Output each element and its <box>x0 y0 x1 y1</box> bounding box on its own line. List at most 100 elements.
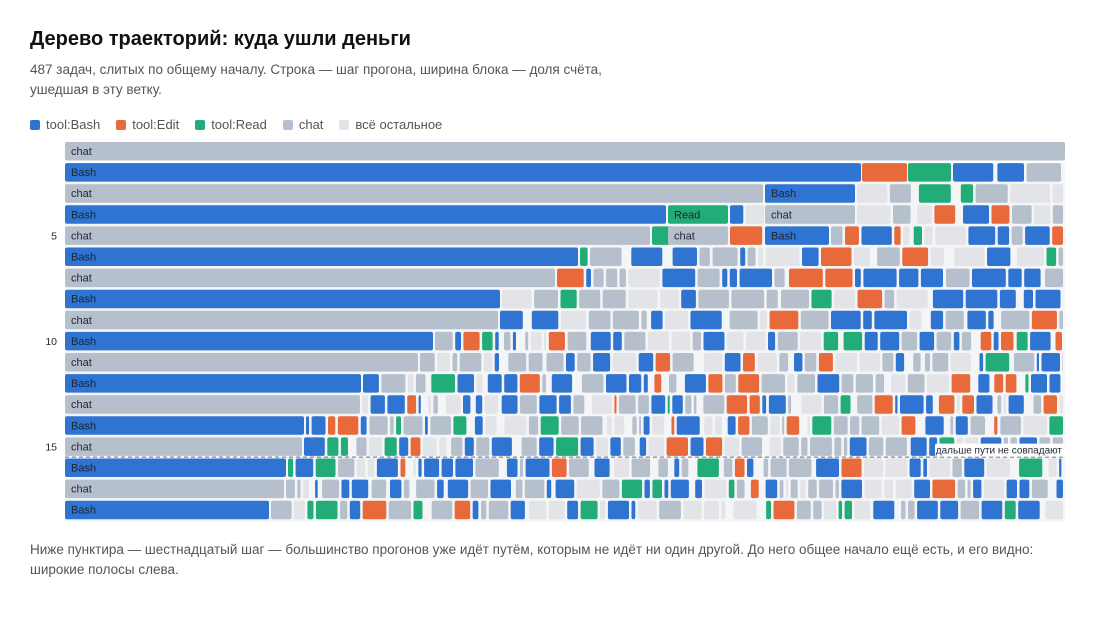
branch-node-edit <box>862 163 907 182</box>
branch-block <box>929 458 950 477</box>
branch-block <box>672 353 694 372</box>
branch-block <box>999 289 1016 309</box>
branch-block <box>602 289 626 309</box>
branch-label-chat: chat <box>771 209 792 221</box>
branch-block <box>1016 247 1044 266</box>
branch-block <box>750 479 759 499</box>
branch-block <box>885 458 908 477</box>
branch-block <box>580 500 598 520</box>
branch-block <box>452 353 458 372</box>
branch-block <box>610 437 621 456</box>
branch-block <box>843 437 848 456</box>
branch-block <box>1016 331 1028 351</box>
branch-block <box>997 395 1002 414</box>
branch-label-chat: chat <box>674 230 695 242</box>
branch-block <box>893 205 911 224</box>
branch-block <box>671 416 675 435</box>
branch-block <box>455 458 473 477</box>
branch-block <box>769 310 799 330</box>
branch-block <box>295 458 314 477</box>
branch-block <box>580 437 594 456</box>
branch-block <box>945 310 964 330</box>
branch-block <box>954 247 985 266</box>
branch-block <box>481 500 487 520</box>
branch-block <box>388 500 411 520</box>
branch-block <box>864 458 884 477</box>
branch-block <box>1059 310 1063 330</box>
branch-block <box>351 479 369 499</box>
branch-block <box>413 458 416 477</box>
branch-block <box>704 416 713 435</box>
branch-block <box>813 500 822 520</box>
path-node-bash <box>65 458 286 477</box>
branch-block <box>722 268 728 288</box>
branch-block <box>676 416 700 435</box>
branch-block <box>801 437 808 456</box>
branch-block <box>953 163 994 182</box>
branch-block <box>384 437 397 456</box>
branch-block <box>759 310 767 330</box>
branch-block <box>416 479 435 499</box>
branch-block <box>369 416 388 435</box>
branch-block <box>994 374 1004 393</box>
branch-block <box>896 289 928 309</box>
branch-block <box>1045 268 1063 288</box>
branch-block <box>631 500 636 520</box>
branch-block <box>724 374 736 393</box>
branch-block <box>841 374 854 393</box>
branch-block <box>1031 479 1048 499</box>
branch-block <box>1049 416 1063 435</box>
branch-block <box>349 500 361 520</box>
branch-block <box>873 500 895 520</box>
branch-block <box>674 458 680 477</box>
path-node-label: Bash <box>71 336 96 348</box>
branch-block <box>808 479 817 499</box>
branch-block <box>638 353 654 372</box>
branch-block <box>882 353 894 372</box>
branch-block <box>322 479 339 499</box>
branch-block <box>548 500 565 520</box>
branch-block <box>857 205 891 224</box>
branch-block <box>664 479 669 499</box>
branch-block <box>765 479 778 499</box>
path-node-bash <box>65 500 269 520</box>
branch-block <box>1006 479 1017 499</box>
legend-label-other: всё остальное <box>355 117 443 132</box>
branch-block <box>801 395 822 414</box>
branch-block <box>520 458 523 477</box>
branch-block <box>593 268 604 288</box>
branch-block <box>844 500 852 520</box>
branch-block <box>424 458 440 477</box>
path-node-label: Bash <box>71 209 96 221</box>
branch-block <box>631 458 651 477</box>
branch-block <box>340 500 348 520</box>
branch-block <box>811 289 832 309</box>
branch-block <box>967 310 986 330</box>
branch-block <box>508 353 527 372</box>
branch-block <box>986 458 1011 477</box>
branch-block <box>407 374 414 393</box>
branch-block <box>539 437 554 456</box>
branch-node-read <box>668 205 728 224</box>
branch-block <box>623 437 635 456</box>
branch-block <box>593 353 611 372</box>
branch-block <box>367 458 375 477</box>
branch-block <box>704 500 719 520</box>
branch-block <box>920 268 943 288</box>
branch-block <box>907 374 925 393</box>
branch-block <box>841 479 862 499</box>
branch-block <box>390 479 402 499</box>
branch-block <box>1013 353 1035 372</box>
branch-block <box>1034 205 1051 224</box>
branch-block <box>930 310 944 330</box>
legend-item-edit: tool:Edit <box>116 117 179 132</box>
branch-block <box>777 331 798 351</box>
branch-block <box>699 247 710 266</box>
branch-block <box>544 331 547 351</box>
branch-block <box>800 479 806 499</box>
branch-block <box>779 353 789 372</box>
branch-block <box>976 395 993 414</box>
legend: tool:Bash tool:Edit tool:Read chat всё о… <box>30 117 442 132</box>
branch-block <box>672 247 697 266</box>
branch-block <box>525 458 550 477</box>
